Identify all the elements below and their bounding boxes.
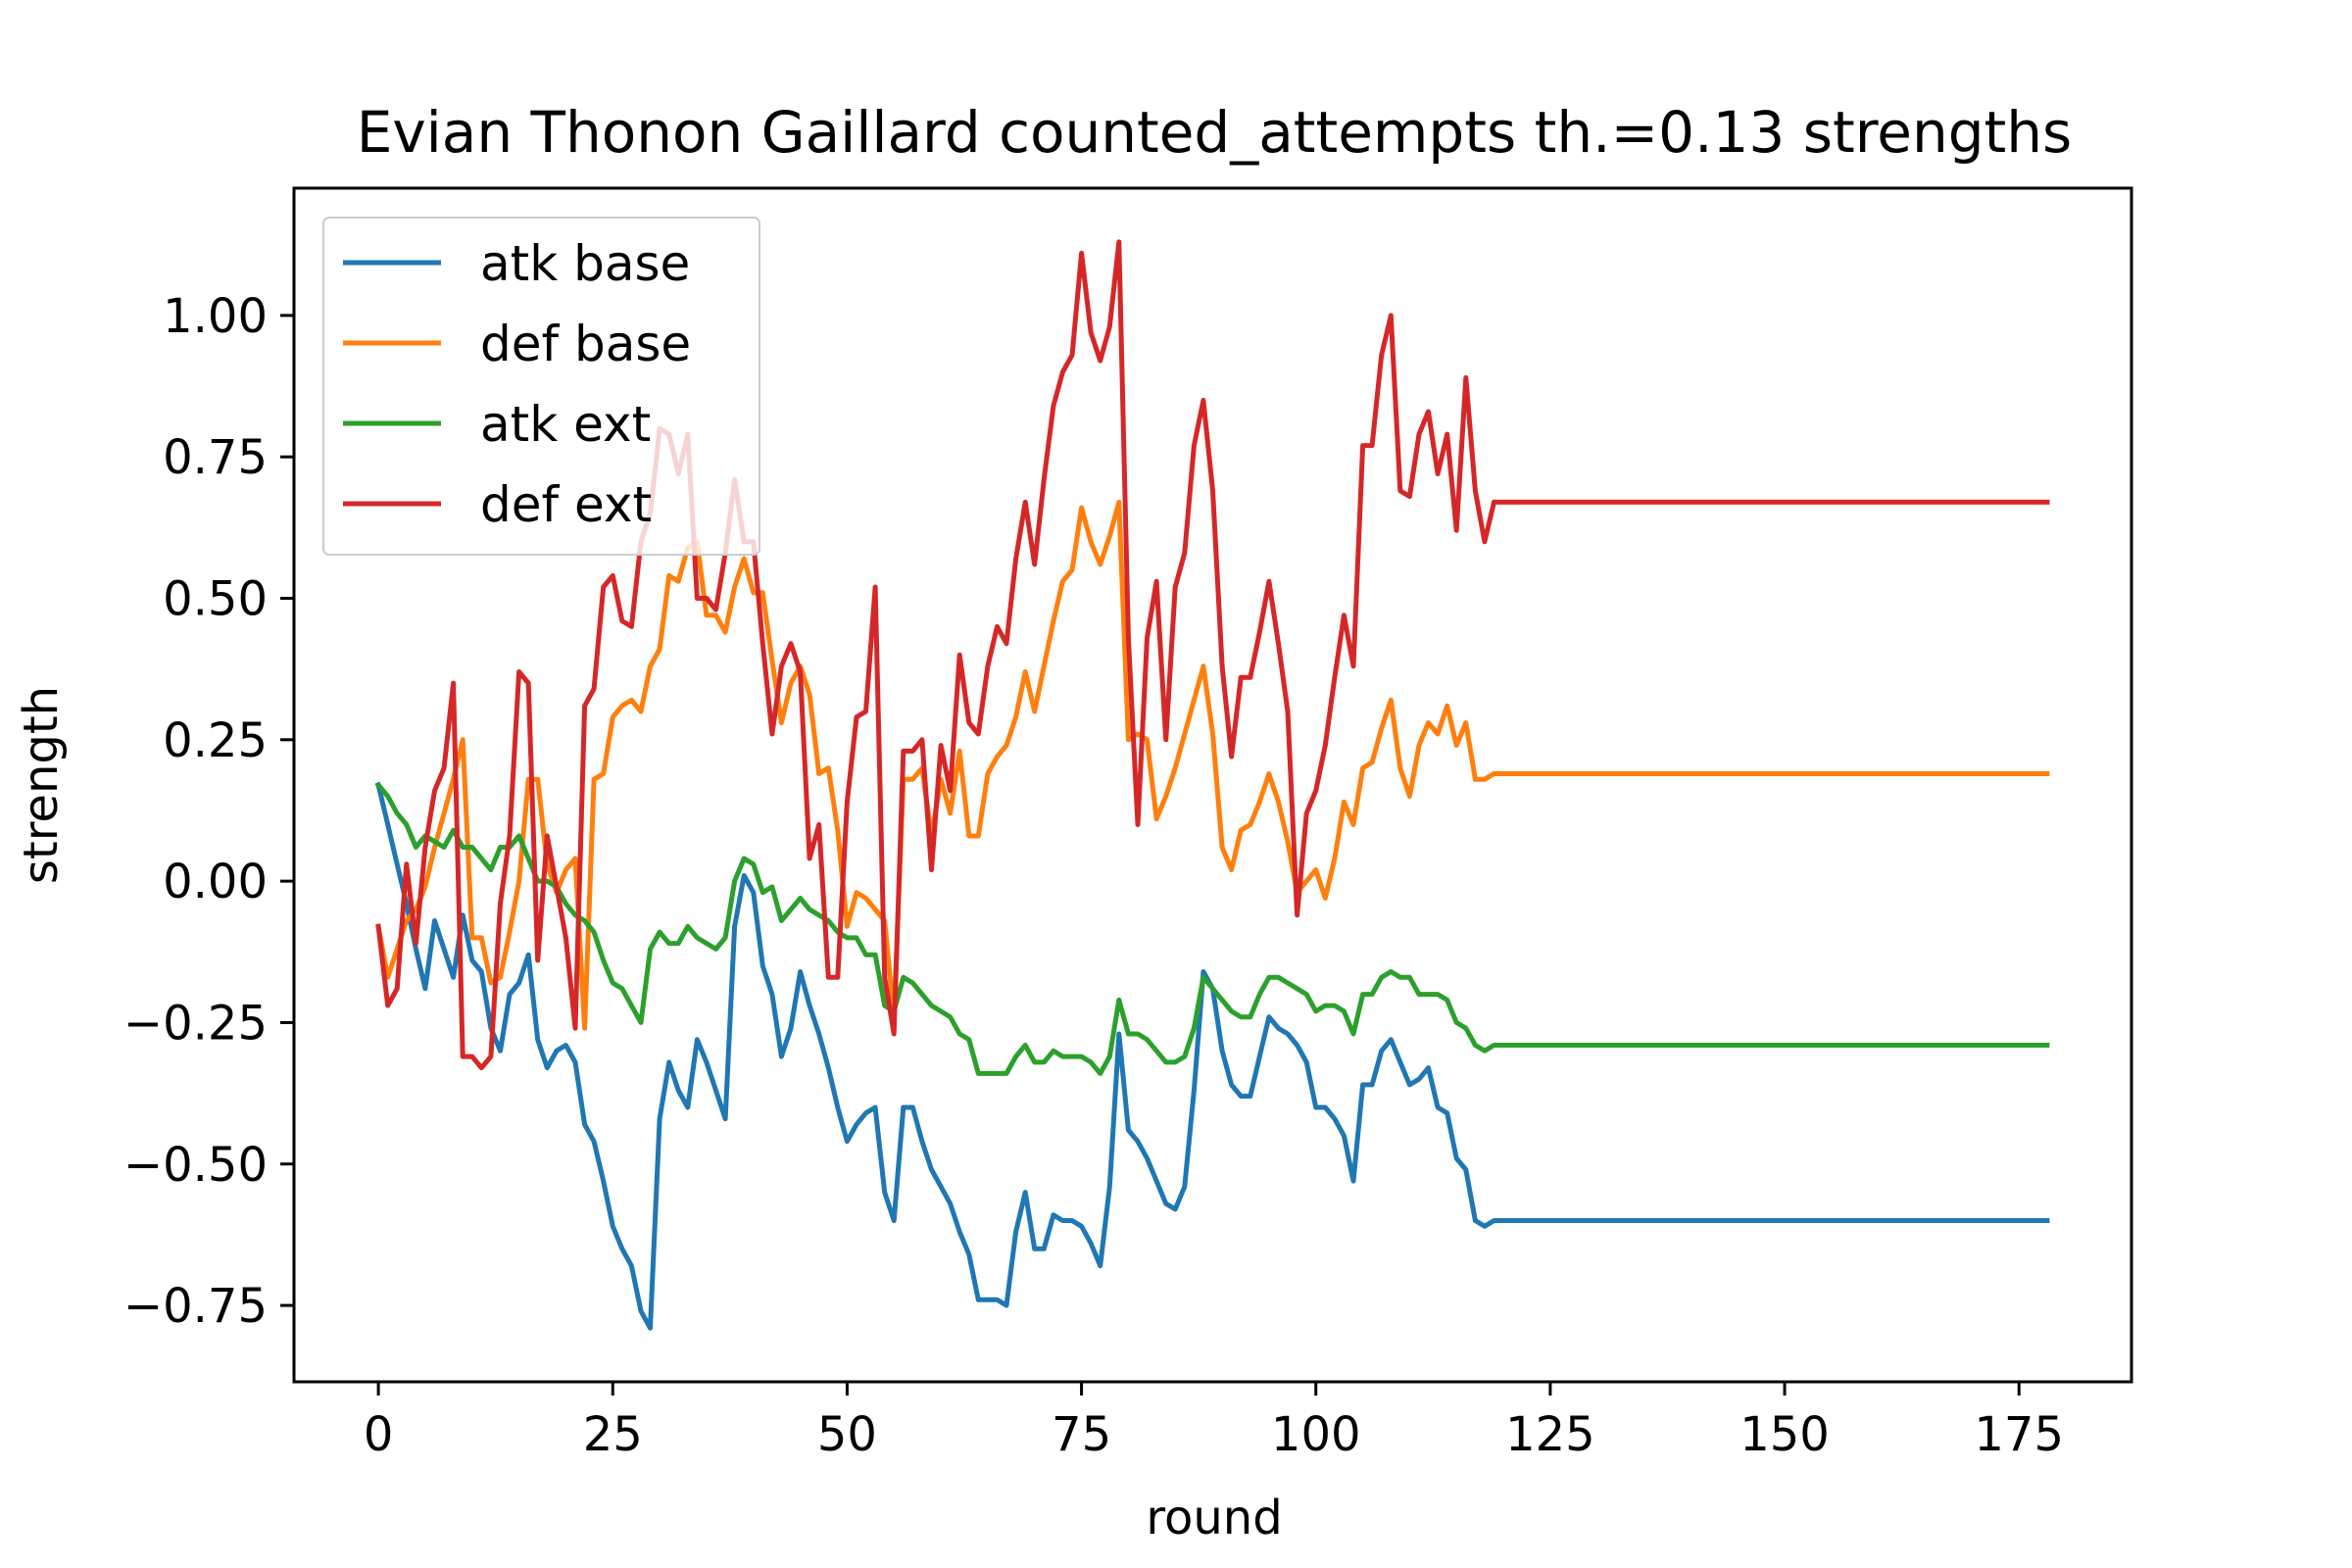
y-tick-label: −0.25 (123, 996, 268, 1051)
x-tick-label: 50 (817, 1407, 877, 1462)
y-tick-label: 1.00 (163, 289, 268, 344)
x-axis-label: round (1146, 1491, 1282, 1545)
y-tick-label: 0.00 (163, 855, 268, 909)
x-tick-label: 125 (1505, 1407, 1595, 1462)
series-line-def-ext (375, 239, 2050, 1071)
y-tick-label: −0.75 (123, 1279, 268, 1334)
y-tick-label: −0.50 (123, 1138, 268, 1193)
x-tick-label: 75 (1052, 1407, 1111, 1462)
y-tick-label: 0.50 (163, 572, 268, 627)
axes-frame (292, 186, 2133, 1384)
y-tick-label: 0.25 (163, 713, 268, 768)
legend-box (322, 217, 760, 556)
legend-label: atk base (480, 235, 690, 292)
series-lines (374, 239, 2050, 1331)
chart-title: Evian Thonon Gaillard counted_attempts t… (357, 99, 2073, 166)
y-axis-label: strength (14, 686, 69, 884)
axis-ticks: 0 25 50 75 100 125 150 175 −0.75 −0.50 −0.25 0.00 0.… (123, 289, 2064, 1462)
series-line-atk-ext (374, 781, 2050, 1076)
series-line-def-base (375, 499, 2050, 1031)
x-tick-label: 175 (1974, 1407, 2064, 1462)
legend-label: atk ext (480, 396, 651, 453)
legend: atk base def base atk ext def ext (322, 217, 760, 556)
x-tick-label: 100 (1271, 1407, 1361, 1462)
legend-label: def ext (480, 476, 652, 533)
legend-label: def base (480, 316, 691, 372)
x-tick-label: 25 (583, 1407, 643, 1462)
x-tick-label: 150 (1740, 1407, 1830, 1462)
x-tick-label: 0 (364, 1407, 394, 1462)
series-line-atk-base (375, 781, 2050, 1331)
y-tick-label: 0.75 (163, 430, 268, 485)
